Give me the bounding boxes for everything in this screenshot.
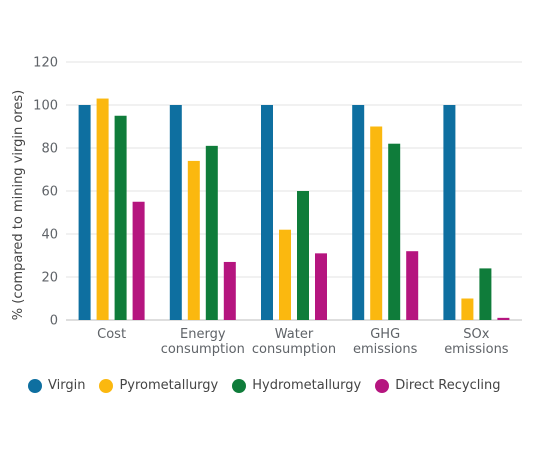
legend-swatch	[375, 378, 390, 393]
y-axis-label: % (compared to mining virgin ores)	[11, 90, 26, 320]
legend-label: Direct Recycling	[395, 378, 501, 393]
bar	[443, 105, 456, 320]
y-tick-label: 40	[41, 228, 58, 243]
legend-label: Pyrometallurgy	[119, 378, 219, 393]
x-tick-label: emissions	[353, 342, 418, 357]
bar	[132, 201, 145, 320]
y-tick-label: 80	[41, 142, 58, 157]
legend-item: Pyrometallurgy	[99, 378, 218, 393]
bar	[388, 143, 401, 320]
legend-swatch	[99, 378, 114, 393]
y-tick-label: 100	[33, 99, 58, 114]
legend-swatch	[28, 378, 42, 393]
x-tick-label: consumption	[252, 342, 336, 357]
bars	[78, 98, 510, 320]
legend-item: Hydrometallurgy	[232, 378, 361, 393]
bar	[114, 115, 127, 320]
bar	[78, 105, 91, 320]
x-tick-label: Cost	[97, 327, 126, 342]
y-tick-label: 120	[33, 56, 58, 71]
y-tick-labels: 0 20 40 60 80 100 120	[33, 56, 58, 329]
bar	[187, 160, 200, 320]
legend-swatch	[232, 378, 247, 393]
legend-item: Virgin	[28, 378, 85, 393]
x-tick-label: emissions	[444, 342, 509, 357]
x-tick-label: Water	[275, 327, 314, 342]
legend: Virgin Pyrometallurgy Hydrometallurgy Direc…	[28, 378, 528, 393]
legend-label: Virgin	[48, 378, 86, 393]
x-tick-labels: Cost EnergyconsumptionWaterconsumptionGHG…	[97, 327, 509, 357]
bar	[297, 191, 309, 320]
bar	[479, 268, 492, 320]
bar	[461, 298, 474, 320]
x-tick-label: SOx	[463, 327, 489, 342]
bar	[406, 251, 419, 320]
bar	[205, 145, 218, 320]
bar	[352, 105, 365, 320]
bar	[497, 317, 510, 320]
y-tick-label: 60	[41, 185, 58, 200]
legend-item: Direct Recycling	[375, 378, 500, 393]
bar	[370, 126, 383, 320]
x-tick-label: Energy	[180, 327, 226, 342]
y-tick-label: 0	[50, 314, 58, 329]
x-tick-label: consumption	[161, 342, 245, 357]
x-tick-label: GHG	[370, 327, 400, 342]
bar	[96, 98, 109, 320]
bar	[223, 261, 236, 320]
bar	[279, 229, 291, 320]
legend-label: Hydrometallurgy	[252, 378, 362, 393]
bar	[315, 253, 327, 320]
bar	[169, 105, 182, 320]
bar	[261, 105, 273, 320]
y-tick-label: 20	[41, 271, 58, 286]
